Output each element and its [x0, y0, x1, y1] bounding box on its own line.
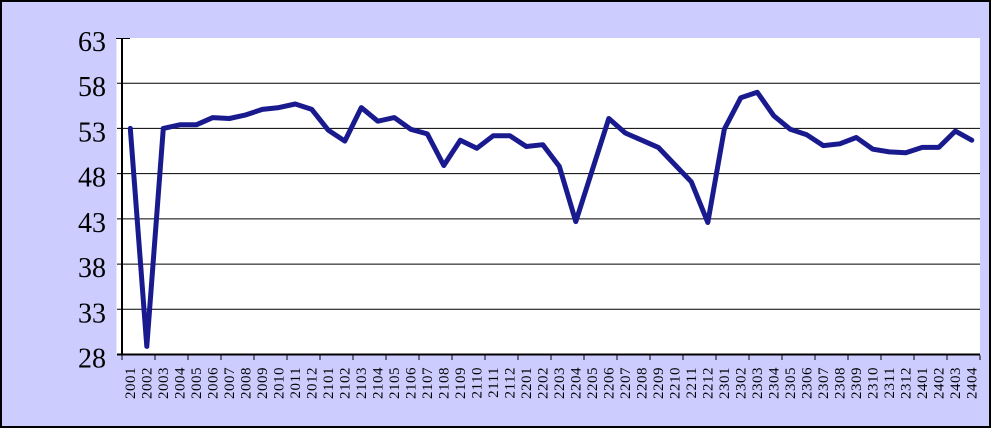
x-axis-tick-label: 2311 [882, 367, 898, 398]
x-axis-tick-label: 2205 [585, 367, 601, 399]
x-axis-tick-label: 2103 [354, 367, 370, 399]
x-axis-tick-label: 2301 [717, 367, 733, 399]
x-axis-tick-label: 2309 [849, 367, 865, 399]
x-axis-tick-label: 2010 [271, 367, 287, 399]
x-axis-tick-label: 2102 [337, 367, 353, 399]
x-axis-tick-label: 2012 [304, 367, 320, 399]
x-axis-tick-label: 2404 [964, 367, 980, 399]
x-axis-tick-label: 2105 [387, 367, 403, 399]
x-axis-tick-label: 2112 [502, 367, 518, 398]
x-axis-tick-label: 2212 [700, 367, 716, 399]
x-axis-tick-label: 2101 [321, 367, 337, 399]
x-axis-tick-label: 2210 [667, 367, 683, 399]
x-axis-tick-label: 2209 [651, 367, 667, 399]
x-axis-tick-label: 2011 [288, 367, 304, 398]
x-axis-tick-label: 2104 [370, 367, 386, 399]
x-axis-tick-label: 2204 [568, 367, 584, 399]
y-axis-tick-label: 28 [78, 344, 106, 375]
x-axis-tick-label: 2206 [601, 367, 617, 399]
x-axis-tick-label: 2107 [420, 367, 436, 399]
x-axis-tick-label: 2008 [238, 367, 254, 399]
x-axis-tick-label: 2007 [222, 367, 238, 399]
x-axis-tick-label: 2110 [469, 367, 485, 398]
x-axis-tick-label: 2106 [403, 367, 419, 399]
x-axis-tick-label: 2211 [684, 367, 700, 398]
x-axis-tick-label: 2001 [123, 367, 139, 399]
x-axis-tick-label: 2009 [255, 367, 271, 399]
x-axis-tick-label: 2202 [535, 367, 551, 399]
y-axis-tick-label: 48 [78, 163, 106, 194]
y-axis-tick-label: 43 [78, 208, 106, 239]
y-axis-tick-label: 58 [78, 72, 106, 103]
x-axis-tick-label: 2305 [783, 367, 799, 399]
x-axis-tick-label: 2207 [618, 367, 634, 399]
x-axis-tick-label: 2005 [189, 367, 205, 399]
x-axis-tick-label: 2402 [931, 367, 947, 399]
x-axis-tick-label: 2307 [816, 367, 832, 399]
x-axis-tick-label: 2303 [750, 367, 766, 399]
pmi-data-line [127, 89, 975, 349]
y-axis-tick-label: 38 [78, 253, 106, 284]
x-axis-tick-label: 2403 [948, 367, 964, 399]
x-axis-tick-label: 2401 [915, 367, 931, 399]
x-axis-tick-label: 2308 [832, 367, 848, 399]
x-axis-tick-label: 2208 [634, 367, 650, 399]
x-axis-tick-label: 2304 [766, 367, 782, 399]
x-axis-tick-label: 2312 [898, 367, 914, 399]
x-axis-tick-label: 2109 [453, 367, 469, 399]
y-axis-tick-label: 63 [78, 27, 106, 58]
x-axis-tick-label: 2003 [156, 367, 172, 399]
x-axis-tick-label: 2006 [205, 367, 221, 399]
y-axis-tick-label: 33 [78, 298, 106, 329]
x-axis-tick-label: 2108 [436, 367, 452, 399]
x-axis-tick-label: 2302 [733, 367, 749, 399]
x-axis-tick-label: 2201 [519, 367, 535, 399]
x-axis-tick-label: 2002 [139, 367, 155, 399]
plot-area [116, 38, 980, 355]
x-axis-tick-label: 2203 [552, 367, 568, 399]
x-axis-tick-label: 2310 [865, 367, 881, 399]
y-axis-tick-label: 53 [78, 117, 106, 148]
x-axis-tick-label: 2111 [486, 367, 502, 398]
x-axis-tick-label: 2306 [799, 367, 815, 399]
x-axis-tick-label: 2004 [172, 367, 188, 399]
